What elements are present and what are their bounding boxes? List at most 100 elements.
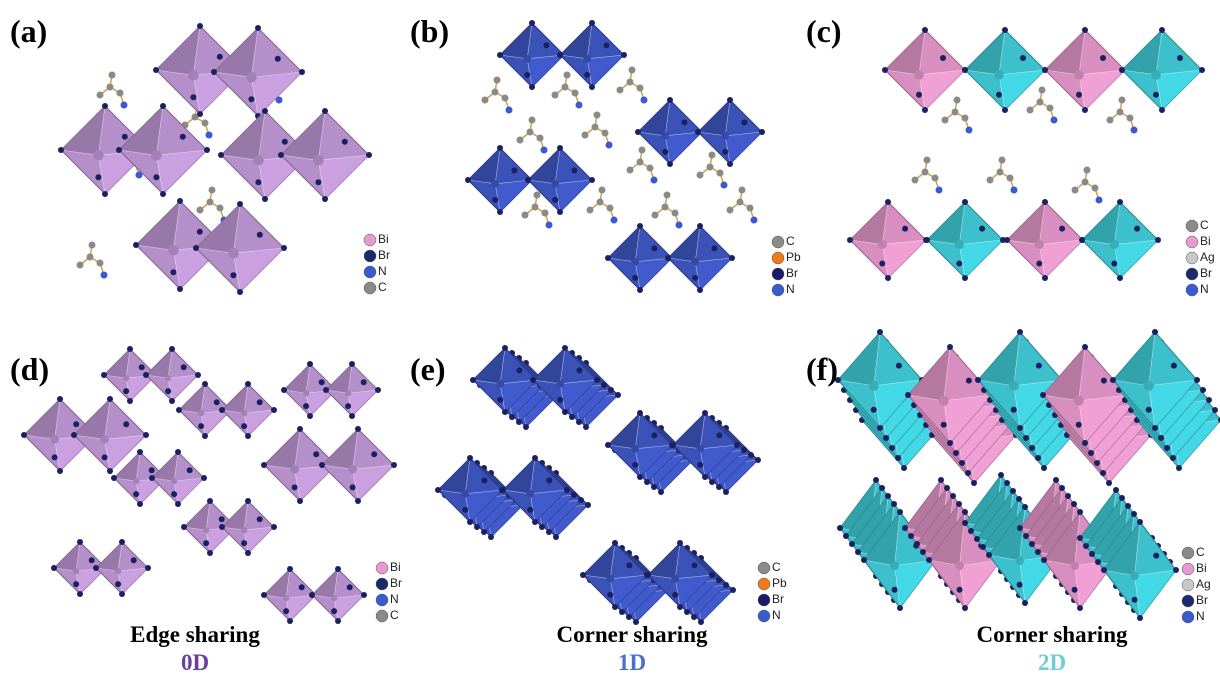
octahedron (143, 346, 201, 404)
molecule (651, 191, 683, 229)
edge (1039, 244, 1046, 279)
atom (143, 432, 149, 438)
legend-label: N (786, 282, 795, 296)
atom (994, 70, 1004, 80)
atom (691, 562, 698, 569)
molecule (986, 156, 1018, 194)
atom (313, 155, 324, 166)
atom (218, 516, 225, 523)
edge (1078, 346, 1086, 401)
atom (322, 108, 328, 114)
atom (580, 572, 586, 578)
atom (998, 472, 1004, 478)
atom (637, 410, 643, 416)
atom (331, 608, 338, 615)
atom (115, 581, 122, 588)
edge (634, 412, 641, 449)
atom (216, 53, 223, 60)
atom (546, 477, 553, 484)
face (873, 380, 922, 428)
edge (155, 69, 194, 76)
atom (253, 155, 264, 166)
octahedron (1042, 27, 1128, 113)
legend-label: C (1196, 545, 1205, 559)
atom (589, 20, 595, 26)
edge (347, 363, 353, 394)
octahedron (605, 410, 675, 480)
atom (1026, 106, 1034, 114)
atom (759, 129, 765, 135)
atom (1199, 67, 1205, 73)
edge (725, 131, 763, 137)
edge (173, 451, 179, 482)
face (908, 347, 950, 401)
atom (1042, 67, 1048, 73)
atom (1134, 225, 1141, 232)
atom (632, 461, 639, 468)
atom (100, 435, 109, 444)
atom (344, 390, 352, 397)
atom (492, 196, 499, 203)
atom (589, 177, 595, 183)
legend-swatch (375, 609, 389, 623)
molecule (76, 241, 108, 279)
atom (1010, 406, 1017, 413)
octahedron (962, 27, 1048, 113)
atom (956, 501, 962, 507)
atom (1077, 605, 1083, 611)
atom (281, 138, 288, 145)
atom (954, 240, 964, 250)
atom (1023, 533, 1029, 539)
atom (1131, 596, 1138, 603)
octahedron (975, 329, 1065, 431)
atom (962, 605, 968, 611)
atom (256, 231, 263, 238)
face (665, 132, 702, 164)
atom (349, 361, 355, 367)
edge (674, 578, 681, 608)
atom (702, 474, 708, 480)
edge (1114, 201, 1121, 245)
atom (171, 491, 178, 498)
face (560, 23, 592, 59)
atom (203, 540, 210, 547)
atom (962, 199, 968, 205)
atom (691, 614, 697, 620)
atom (1143, 380, 1154, 391)
atom (1016, 581, 1023, 588)
atom (1071, 501, 1077, 507)
edge (1013, 331, 1021, 386)
caption: Corner sharing (977, 622, 1128, 647)
atom (951, 108, 959, 116)
atom (1158, 435, 1164, 441)
edge (1155, 74, 1163, 111)
face (528, 148, 560, 184)
atom (605, 141, 613, 149)
molecule (586, 186, 618, 224)
atom (628, 66, 636, 74)
atom (895, 455, 901, 461)
edge (104, 439, 111, 472)
atom (911, 176, 919, 184)
atom (164, 375, 172, 382)
edge (554, 147, 561, 184)
atom (208, 186, 216, 194)
atom (974, 536, 980, 542)
edge (675, 574, 713, 580)
edge (1155, 69, 1203, 76)
atom (133, 491, 140, 498)
atom (1002, 27, 1008, 33)
atom (581, 131, 589, 139)
atom (130, 557, 137, 564)
edge (634, 225, 641, 262)
atom (638, 146, 646, 154)
atom (730, 587, 736, 593)
edge (998, 29, 1006, 75)
atom (121, 133, 128, 140)
atom (996, 168, 1004, 176)
atom (1206, 397, 1212, 403)
atom (197, 111, 203, 117)
atom (287, 618, 293, 624)
atom (1091, 184, 1099, 192)
legend-swatch (363, 233, 377, 247)
